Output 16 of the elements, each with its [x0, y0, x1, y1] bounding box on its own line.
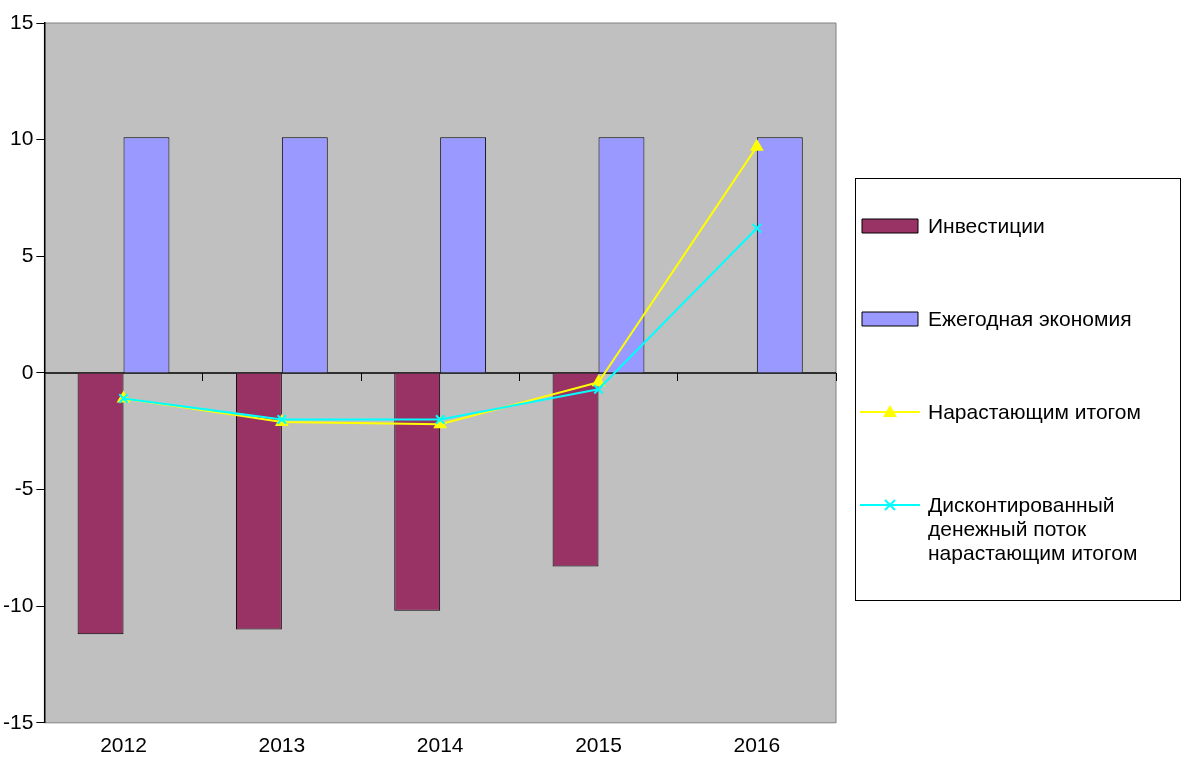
legend-label: Ежегодная экономия [928, 306, 1132, 331]
x-tick-label: 2014 [416, 733, 464, 757]
y-tick-label: 0 [21, 359, 34, 383]
y-tick-label: -15 [2, 709, 34, 733]
x-tick-label: 2013 [258, 733, 306, 757]
y-tick-label: 15 [9, 9, 34, 33]
y-tick-label: 5 [21, 243, 34, 267]
legend-label: Дисконтированный денежный поток нарастающим итогом [928, 493, 1139, 566]
x-tick-label: 2016 [733, 733, 781, 757]
x-tick-label: 2012 [100, 733, 147, 757]
y-tick-label: 10 [9, 126, 34, 150]
legend-label: Нарастающим итогом [928, 400, 1141, 425]
x-tick-label: 2015 [575, 733, 622, 757]
legend-label: Инвестиции [928, 213, 1045, 238]
y-tick-label: -10 [2, 592, 34, 616]
y-tick-label: -5 [14, 476, 34, 500]
